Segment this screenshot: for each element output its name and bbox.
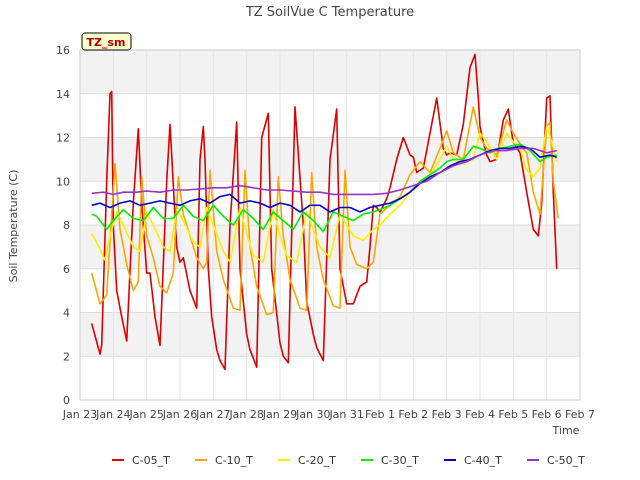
- y-tick-label: 6: [63, 263, 70, 276]
- annotation-box: TZ_sm: [81, 32, 132, 51]
- y-tick-label: 8: [63, 219, 70, 232]
- x-tick-label: Jan 25: [128, 408, 163, 421]
- y-tick-label: 14: [56, 88, 70, 101]
- x-tick-label: Feb 6: [532, 408, 562, 421]
- chart-title: TZ SoilVue C Temperature: [245, 5, 414, 20]
- y-tick-label: 12: [56, 132, 70, 145]
- legend-label: C-30_T: [381, 454, 419, 467]
- series-line-c-20-t: [91, 125, 558, 264]
- x-tick-label: Jan 29: [262, 408, 297, 421]
- legend-label: C-05_T: [132, 454, 170, 467]
- x-tick-label: Feb 7: [565, 408, 595, 421]
- x-tick-label: Jan 30: [295, 408, 330, 421]
- y-axis-label: Soil Temperature (C): [7, 170, 20, 283]
- x-tick-label: Jan 31: [328, 408, 363, 421]
- x-tick-label: Feb 3: [432, 408, 462, 421]
- background-band: [80, 312, 580, 357]
- plot-frame: [79, 49, 581, 401]
- background-band: [80, 50, 580, 94]
- legend-label: C-10_T: [215, 454, 253, 467]
- x-tick-label: Feb 2: [398, 408, 428, 421]
- legend-label: C-20_T: [298, 454, 336, 467]
- legend-label: C-50_T: [547, 454, 585, 467]
- annotation-label: TZ_sm: [87, 36, 126, 49]
- series-line-c-30-t: [91, 143, 557, 233]
- series-line-c-50-t: [91, 147, 557, 196]
- y-tick-label: 4: [63, 307, 70, 320]
- x-tick-label: Jan 27: [195, 408, 230, 421]
- y-tick-label: 16: [56, 44, 70, 57]
- x-tick-label: Feb 1: [365, 408, 395, 421]
- y-tick-label: 2: [63, 350, 70, 363]
- y-tick-label: 10: [56, 175, 70, 188]
- x-tick-label: Jan 23: [62, 408, 97, 421]
- x-tick-label: Jan 28: [228, 408, 263, 421]
- series-line-c-10-t: [90, 106, 560, 316]
- series-lines: [90, 53, 560, 371]
- x-axis-label: Time: [552, 424, 580, 437]
- y-tick-label: 0: [63, 394, 70, 407]
- x-tick-label: Feb 4: [465, 408, 495, 421]
- x-tick-label: Feb 5: [498, 408, 528, 421]
- legend: C-05_T C-10_T C-20_T C-30_T C-40_T C-50_T: [112, 454, 585, 467]
- legend-label: C-40_T: [464, 454, 502, 467]
- y-tick-labels: 0 2 4 6 8 10 12 14 16: [56, 44, 70, 407]
- x-tick-label: Jan 26: [162, 408, 197, 421]
- x-tick-label: Jan 24: [95, 408, 130, 421]
